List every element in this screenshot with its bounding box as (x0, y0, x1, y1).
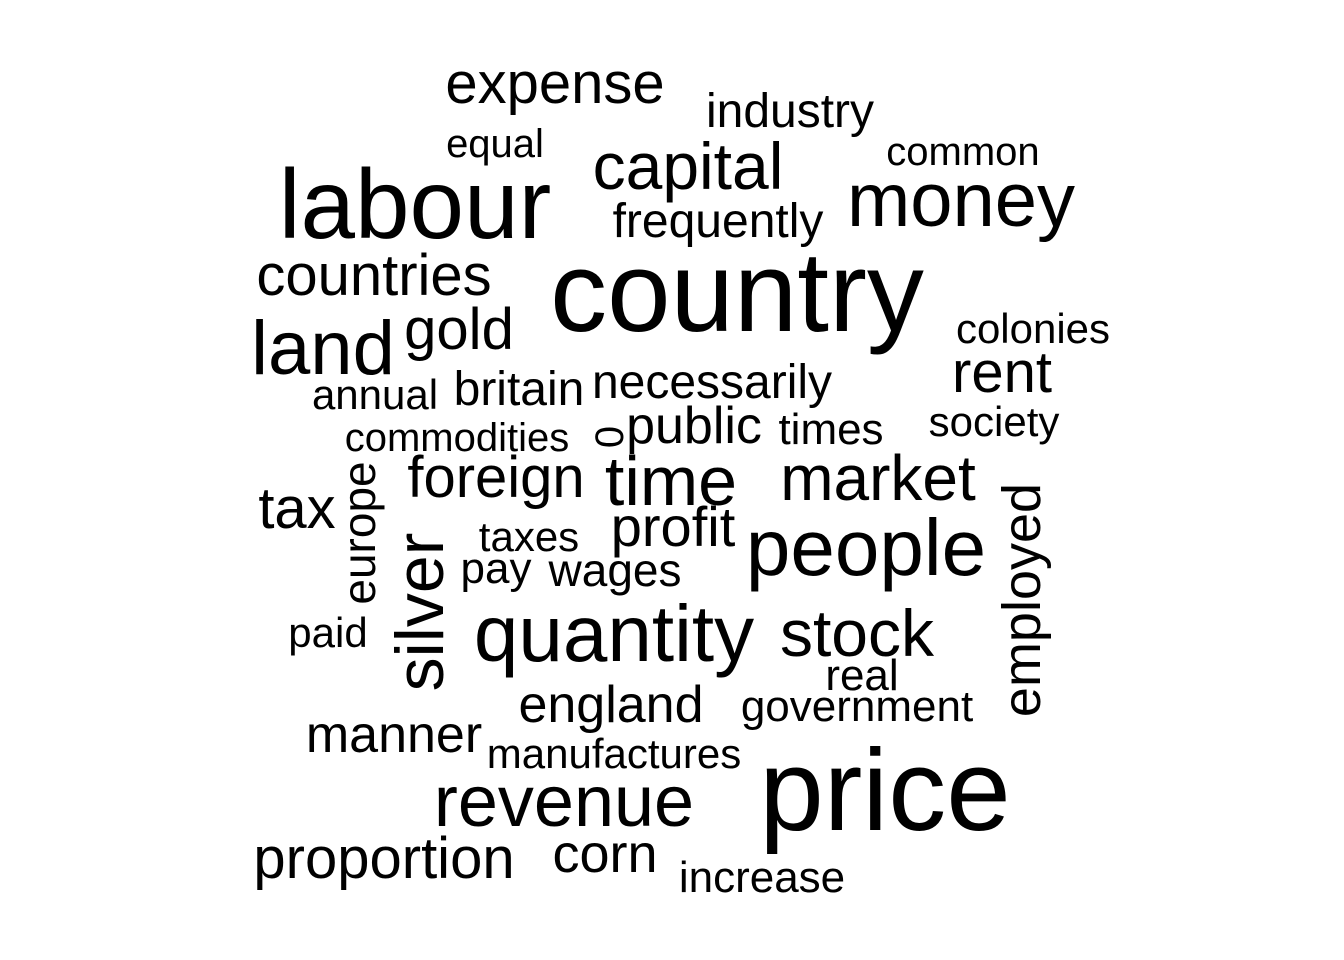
word-money: money (847, 158, 1075, 243)
word-foreign: foreign (407, 445, 584, 510)
word-corn: corn (552, 824, 657, 884)
word-revenue: revenue (434, 762, 694, 842)
word-commodities: commodities (345, 416, 570, 460)
word-paid: paid (288, 609, 367, 656)
word-price: price (759, 725, 1010, 855)
word-increase: increase (679, 853, 845, 902)
word-times: times (778, 405, 883, 454)
word-capital: capital (593, 129, 784, 203)
word-quantity: quantity (474, 589, 754, 678)
word-expense: expense (445, 51, 664, 116)
word-manner: manner (306, 706, 482, 764)
word-labour: labour (279, 149, 551, 259)
word-equal: equal (446, 122, 544, 166)
word-england: england (518, 676, 703, 734)
word-tax: tax (258, 476, 335, 541)
word-society: society (929, 398, 1060, 445)
word-proportion: proportion (253, 826, 514, 891)
word-zero: 0 (588, 426, 632, 448)
word-frequently: frequently (613, 195, 824, 248)
word-public: public (626, 397, 762, 455)
word-gold: gold (404, 297, 514, 362)
word-market: market (780, 442, 976, 514)
word-annual: annual (312, 371, 438, 418)
word-land: land (251, 306, 395, 391)
word-wages: wages (548, 544, 682, 596)
word-government: government (741, 682, 973, 731)
word-common: common (886, 130, 1039, 174)
word-stock: stock (780, 596, 935, 670)
word-necessarily: necessarily (592, 356, 832, 409)
word-real: real (825, 651, 898, 700)
word-manufactures: manufactures (487, 730, 741, 777)
word-rent: rent (952, 340, 1052, 405)
word-europe: europe (333, 461, 385, 604)
word-people: people (746, 503, 986, 592)
word-britain: britain (454, 363, 585, 416)
word-pay: pay (461, 544, 532, 593)
word-employed: employed (992, 483, 1052, 717)
word-industry: industry (706, 85, 874, 138)
word-taxes: taxes (479, 513, 579, 560)
word-profit: profit (611, 495, 736, 558)
word-colonies: colonies (956, 305, 1110, 352)
word-silver: silver (382, 533, 458, 692)
word-time: time (605, 442, 737, 520)
word-countries: countries (256, 243, 491, 308)
word-country: country (550, 229, 924, 356)
